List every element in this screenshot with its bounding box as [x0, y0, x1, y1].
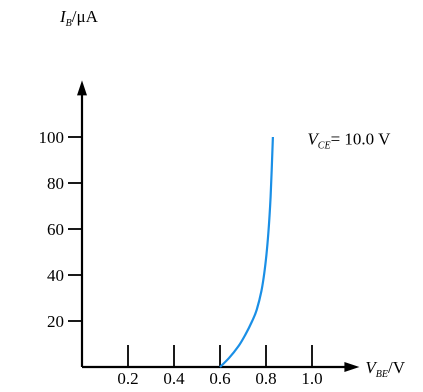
vce-annotation-main: V	[307, 129, 320, 148]
x-ticks: 0.2 0.4 0.6 0.8 1.0	[117, 345, 323, 388]
y-tick-label: 20	[47, 312, 64, 331]
ib-vbe-curve	[219, 136, 274, 368]
series-layer	[219, 136, 274, 368]
x-tick-label: 0.8	[255, 369, 276, 388]
y-axis-label-main: I	[59, 7, 67, 26]
y-axis-arrowhead	[77, 80, 87, 96]
y-tick-label: 80	[47, 174, 64, 193]
x-tick-label: 0.2	[117, 369, 138, 388]
y-axis	[77, 80, 87, 367]
x-axis-label-subscript: BE	[376, 369, 388, 380]
vce-annotation: VCE= 10.0 V	[307, 129, 391, 151]
x-tick-label: 0.6	[209, 369, 230, 388]
x-axis-label: VBE/V	[365, 358, 405, 380]
vce-annotation-rest: = 10.0 V	[331, 129, 392, 148]
y-axis-label-subscript: B	[66, 18, 72, 29]
y-ticks: 20 40 60 80 100	[39, 128, 82, 331]
y-axis-label-unit: /μA	[72, 7, 99, 26]
x-axis-arrowhead	[344, 362, 360, 372]
x-axis-label-unit: /V	[388, 358, 406, 377]
x-tick-label: 0.4	[163, 369, 185, 388]
vce-annotation-subscript: CE	[318, 140, 331, 151]
y-axis-label: IB/μA	[59, 7, 99, 29]
x-axis-label-main: V	[365, 358, 378, 377]
x-tick-label: 1.0	[301, 369, 322, 388]
y-tick-label: 100	[39, 128, 65, 147]
y-tick-label: 60	[47, 220, 64, 239]
y-tick-label: 40	[47, 266, 64, 285]
x-axis	[82, 362, 360, 372]
